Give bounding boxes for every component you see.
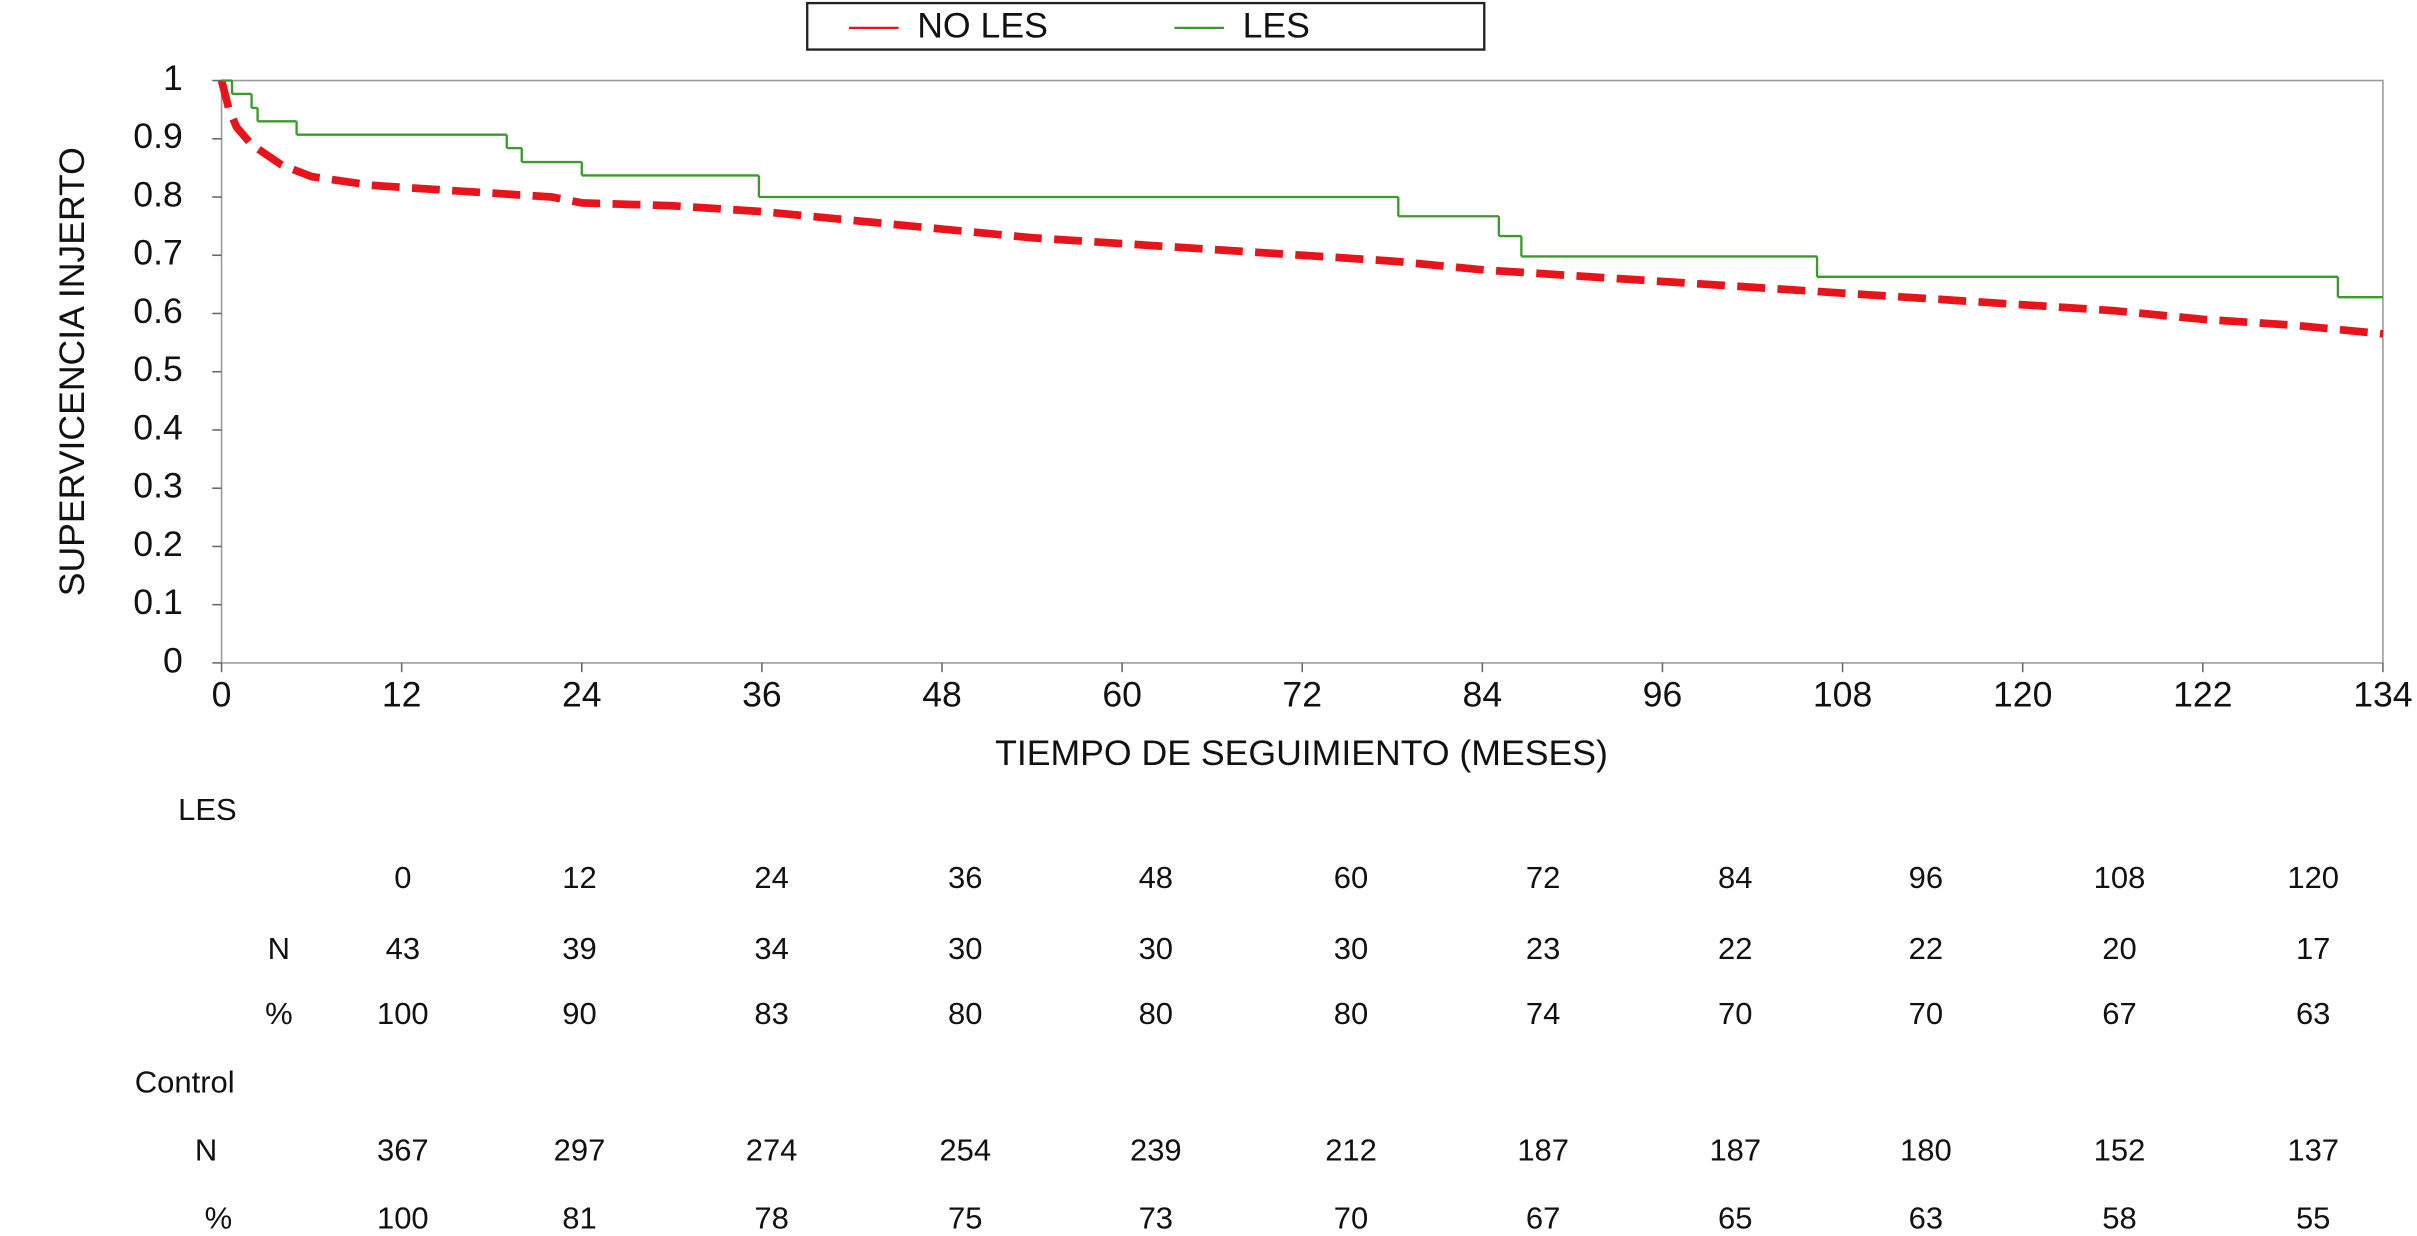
table-cell: 30 (1334, 931, 1368, 966)
x-tick-label: 60 (1102, 674, 1142, 714)
row-label: % (265, 996, 293, 1031)
x-tick-label: 134 (2353, 674, 2412, 714)
x-tick-label: 0 (212, 674, 232, 714)
table-cell: 67 (1526, 1201, 1560, 1236)
table-cell: 63 (1909, 1201, 1943, 1236)
row-label: % (205, 1201, 233, 1236)
table-cell: 70 (1334, 1201, 1368, 1236)
table-cell: 30 (948, 931, 982, 966)
table-cell: 80 (948, 996, 982, 1031)
table-cell: 212 (1325, 1133, 1377, 1168)
y-tick-label: 0.7 (133, 233, 183, 273)
table-cell: 58 (2102, 1201, 2136, 1236)
row-label: N (195, 1133, 217, 1168)
table-cell: 80 (1139, 996, 1173, 1031)
x-tick-label: 122 (2173, 674, 2232, 714)
group-label: Control (135, 1064, 235, 1099)
group-label: LES (178, 792, 237, 827)
table-cell: 90 (562, 996, 596, 1031)
x-tick-label: 36 (742, 674, 782, 714)
table-cell: 187 (1517, 1133, 1569, 1168)
y-tick-label: 0.4 (133, 407, 183, 447)
legend-label: LES (1243, 5, 1310, 45)
table-cell: 187 (1709, 1133, 1761, 1168)
table-cell: 67 (2102, 996, 2136, 1031)
table-cell: 254 (939, 1133, 991, 1168)
month-cell: 84 (1718, 860, 1752, 895)
table-cell: 297 (554, 1133, 606, 1168)
y-tick-label: 0.8 (133, 174, 183, 214)
y-axis-title: SUPERVICENCIA INJERTO (52, 147, 92, 596)
month-cell: 120 (2287, 860, 2339, 895)
table-cell: 80 (1334, 996, 1368, 1031)
y-tick-label: 0.3 (133, 466, 183, 506)
month-cell: 48 (1139, 860, 1173, 895)
row-label: N (268, 931, 290, 966)
month-cell: 108 (2094, 860, 2146, 895)
table-cell: 100 (377, 1201, 429, 1236)
legend-box (806, 1, 1486, 51)
table-cell: 274 (746, 1133, 798, 1168)
month-cell: 0 (394, 860, 411, 895)
table-cell: 78 (754, 1201, 788, 1236)
table-cell: 34 (754, 931, 788, 966)
table-cell: 239 (1130, 1133, 1182, 1168)
table-cell: 20 (2102, 931, 2136, 966)
table-cell: 70 (1909, 996, 1943, 1031)
x-tick-label: 24 (562, 674, 602, 714)
table-cell: 39 (562, 931, 596, 966)
y-tick-label: 1 (163, 58, 183, 98)
y-tick-label: 0.1 (133, 582, 183, 622)
x-tick-label: 108 (1813, 674, 1872, 714)
table-cell: 65 (1718, 1201, 1752, 1236)
month-cell: 72 (1526, 860, 1560, 895)
table-cell: 152 (2094, 1133, 2146, 1168)
legend-label: NO LES (917, 5, 1048, 45)
x-tick-label: 84 (1463, 674, 1503, 714)
y-tick-label: 0.2 (133, 524, 183, 564)
x-axis-title: TIEMPO DE SEGUIMIENTO (MESES) (995, 733, 1608, 773)
table-cell: 22 (1909, 931, 1943, 966)
table-cell: 83 (754, 996, 788, 1031)
x-tick-label: 72 (1282, 674, 1322, 714)
x-tick-label: 48 (922, 674, 962, 714)
table-cell: 43 (386, 931, 420, 966)
y-tick-label: 0.5 (133, 349, 183, 389)
table-cell: 55 (2296, 1201, 2330, 1236)
table-cell: 75 (948, 1201, 982, 1236)
table-cell: 137 (2287, 1133, 2339, 1168)
x-tick-label: 120 (1993, 674, 2052, 714)
table-cell: 23 (1526, 931, 1560, 966)
table-cell: 30 (1139, 931, 1173, 966)
table-cell: 367 (377, 1133, 429, 1168)
survival-line (217, 79, 2384, 338)
x-tick-label: 96 (1643, 674, 1683, 714)
table-cell: 81 (562, 1201, 596, 1236)
y-tick-label: 0 (163, 640, 183, 680)
table-cell: 74 (1526, 996, 1560, 1031)
table-cell: 180 (1900, 1133, 1952, 1168)
table-cell: 73 (1139, 1201, 1173, 1236)
month-cell: 24 (754, 860, 788, 895)
plot-frame (220, 79, 2384, 664)
table-cell: 70 (1718, 996, 1752, 1031)
y-tick-label: 0.9 (133, 116, 183, 156)
table-cell: 17 (2296, 931, 2330, 966)
month-cell: 12 (562, 860, 596, 895)
month-cell: 36 (948, 860, 982, 895)
table-cell: 100 (377, 996, 429, 1031)
month-cell: 96 (1909, 860, 1943, 895)
x-tick-label: 12 (382, 674, 422, 714)
month-cell: 60 (1334, 860, 1368, 895)
table-cell: 22 (1718, 931, 1752, 966)
y-tick-label: 0.6 (133, 291, 183, 331)
table-cell: 63 (2296, 996, 2330, 1031)
